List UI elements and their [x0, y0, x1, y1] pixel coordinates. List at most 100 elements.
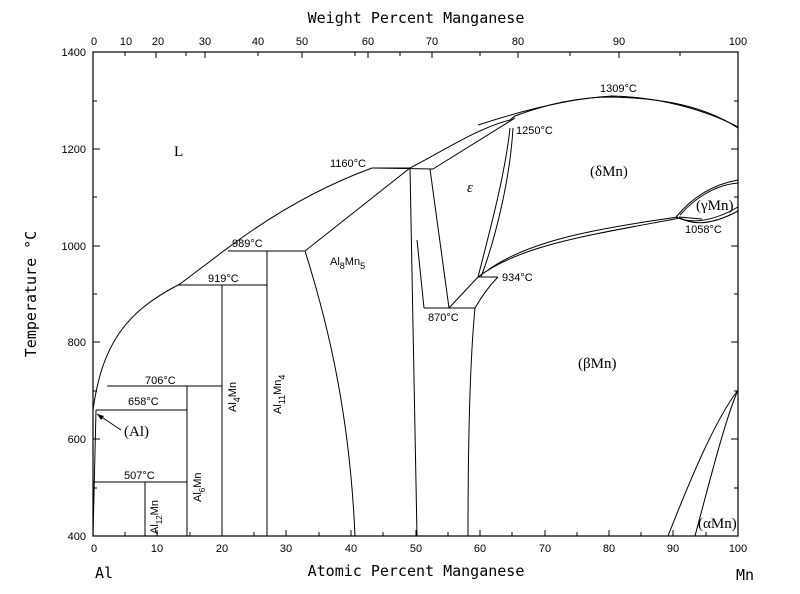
liquidus-curve	[92, 96, 739, 411]
y-tick-label: 1200	[62, 144, 86, 156]
gamma-lower-boundary-2	[679, 210, 739, 224]
al8mn5-right-boundary	[409, 167, 418, 537]
al8mn5-part: Al	[330, 256, 340, 268]
right-end-label: Mn	[736, 566, 754, 584]
alpha-boundary-1	[667, 389, 739, 537]
top-tick-label: 0	[91, 36, 97, 48]
al4mn-part: 4	[232, 397, 242, 402]
delta-mn-phase-label: (δMn)	[590, 164, 628, 180]
al-phase-label: (Al)	[124, 424, 149, 440]
gamma-upper-boundary-2	[679, 182, 739, 216]
epsilon-phase-label: ε	[467, 180, 473, 196]
bottom-tick-label: 100	[729, 543, 747, 555]
al8mn5-phase-label: Al8Mn5	[330, 256, 365, 271]
y-tick-label: 1000	[62, 241, 86, 253]
liquidus-curve-outer	[477, 95, 739, 128]
al12mn-part: Mn	[149, 500, 161, 515]
temp-507-label: 507°C	[124, 470, 155, 482]
top-tick-labels: 0 10 20 30 40 50 60 70 80 90 100	[91, 36, 747, 48]
al8mn5-part: 5	[360, 261, 365, 271]
al8mn5-top-left	[304, 167, 411, 252]
al6mn-part: 6	[198, 487, 207, 492]
top-tick-label: 10	[120, 36, 132, 48]
y-tick-label: 1400	[62, 47, 86, 59]
al8mn5-part: Mn	[345, 256, 360, 268]
top-tick-label: 70	[426, 36, 438, 48]
top-axis-ticks	[92, 52, 739, 58]
liquid-phase-label: L	[174, 144, 183, 160]
left-end-label: Al	[95, 564, 113, 582]
beta-left-line	[474, 276, 499, 309]
top-axis-title: Weight Percent Manganese	[308, 9, 525, 27]
alpha-mn-phase-label: (αMn)	[698, 516, 737, 532]
beta-lower-boundary	[467, 307, 476, 537]
temp-1250-label: 1250°C	[516, 125, 553, 137]
bottom-tick-labels: 0 10 20 30 40 50 60 70 80 90 100	[91, 543, 747, 555]
region-870-left	[416, 239, 425, 309]
al11mn4-part: 4	[277, 375, 287, 380]
peritectic-1160-line	[371, 167, 434, 170]
top-tick-label: 80	[512, 36, 524, 48]
top-tick-label: 90	[613, 36, 625, 48]
left-axis-title: Temperature °C	[22, 231, 40, 357]
al6mn-part: Mn	[192, 472, 204, 487]
phase-boundaries	[92, 95, 739, 537]
alpha-boundary-2	[694, 389, 739, 537]
temp-706-label: 706°C	[145, 375, 176, 387]
al11mn4-phase-label: Al11Mn4	[272, 375, 287, 414]
top-tick-label: 50	[296, 36, 308, 48]
gamma-upper-boundary	[675, 179, 739, 218]
y-tick-label: 600	[68, 434, 86, 446]
top-tick-label: 30	[199, 36, 211, 48]
bottom-tick-label: 30	[280, 543, 292, 555]
al11mn4-part: Mn	[272, 380, 284, 395]
bottom-tick-label: 10	[151, 543, 163, 555]
bottom-tick-label: 80	[603, 543, 615, 555]
delta-beta-boundary-1	[477, 217, 681, 278]
al11mn4-part: 11	[277, 395, 287, 404]
bottom-tick-label: 90	[667, 543, 679, 555]
bottom-tick-label: 0	[91, 543, 97, 555]
top-tick-label: 60	[362, 36, 374, 48]
delta-beta-boundary-2	[487, 216, 679, 271]
bottom-tick-label: 60	[474, 543, 486, 555]
al8mn5-left-boundary	[304, 250, 356, 537]
bottom-axis-title: Atomic Percent Manganese	[308, 562, 525, 580]
temp-1058-label: 1058°C	[685, 224, 722, 236]
al-pointer-arrowhead	[97, 414, 104, 420]
y-tick-label: 400	[68, 531, 86, 543]
bottom-axis-ticks	[92, 530, 739, 536]
al12mn-phase-label: Al12Mn	[149, 500, 164, 534]
al4mn-part: Al	[227, 402, 239, 412]
temp-1309-label: 1309°C	[600, 83, 637, 95]
temp-1160-label: 1160°C	[330, 158, 366, 170]
epsilon-left-boundary	[429, 168, 450, 309]
y-tick-labels: 400 600 800 1000 1200 1400	[62, 47, 86, 543]
phase-labels: L (δMn) (γMn) (βMn) (αMn) (Al) ε Al8Mn5 …	[124, 144, 737, 534]
bottom-tick-label: 70	[539, 543, 551, 555]
bottom-tick-label: 50	[410, 543, 422, 555]
temp-658-label: 658°C	[128, 396, 159, 408]
y-tick-label: 800	[68, 337, 86, 349]
y-axis-ticks	[93, 51, 738, 537]
gamma-lower-boundary	[675, 206, 739, 222]
top-tick-label: 100	[729, 36, 747, 48]
al12mn-part: Al	[149, 524, 161, 534]
epsilon-right-boundary-2	[480, 127, 514, 278]
temperature-labels: 1309°C 1250°C 1160°C 989°C 919°C 934°C 8…	[124, 83, 722, 482]
temp-919-label: 919°C	[208, 273, 239, 285]
eutectoid-1058-line	[678, 216, 703, 220]
gamma-mn-phase-label: (γMn)	[696, 198, 733, 214]
al6mn-phase-label: Al6Mn	[192, 472, 207, 502]
temp-934-label: 934°C	[502, 272, 533, 284]
al4mn-part: Mn	[227, 382, 239, 397]
temp-870-label: 870°C	[428, 312, 459, 324]
epsilon-right-boundary	[477, 127, 511, 278]
epsilon-top-boundary	[432, 117, 516, 170]
al8mn5-part: 8	[340, 261, 345, 271]
epsilon-bottom-left	[448, 276, 479, 309]
al-solvus	[92, 409, 97, 537]
al11mn4-part: Al	[272, 404, 284, 414]
top-tick-label: 40	[252, 36, 264, 48]
